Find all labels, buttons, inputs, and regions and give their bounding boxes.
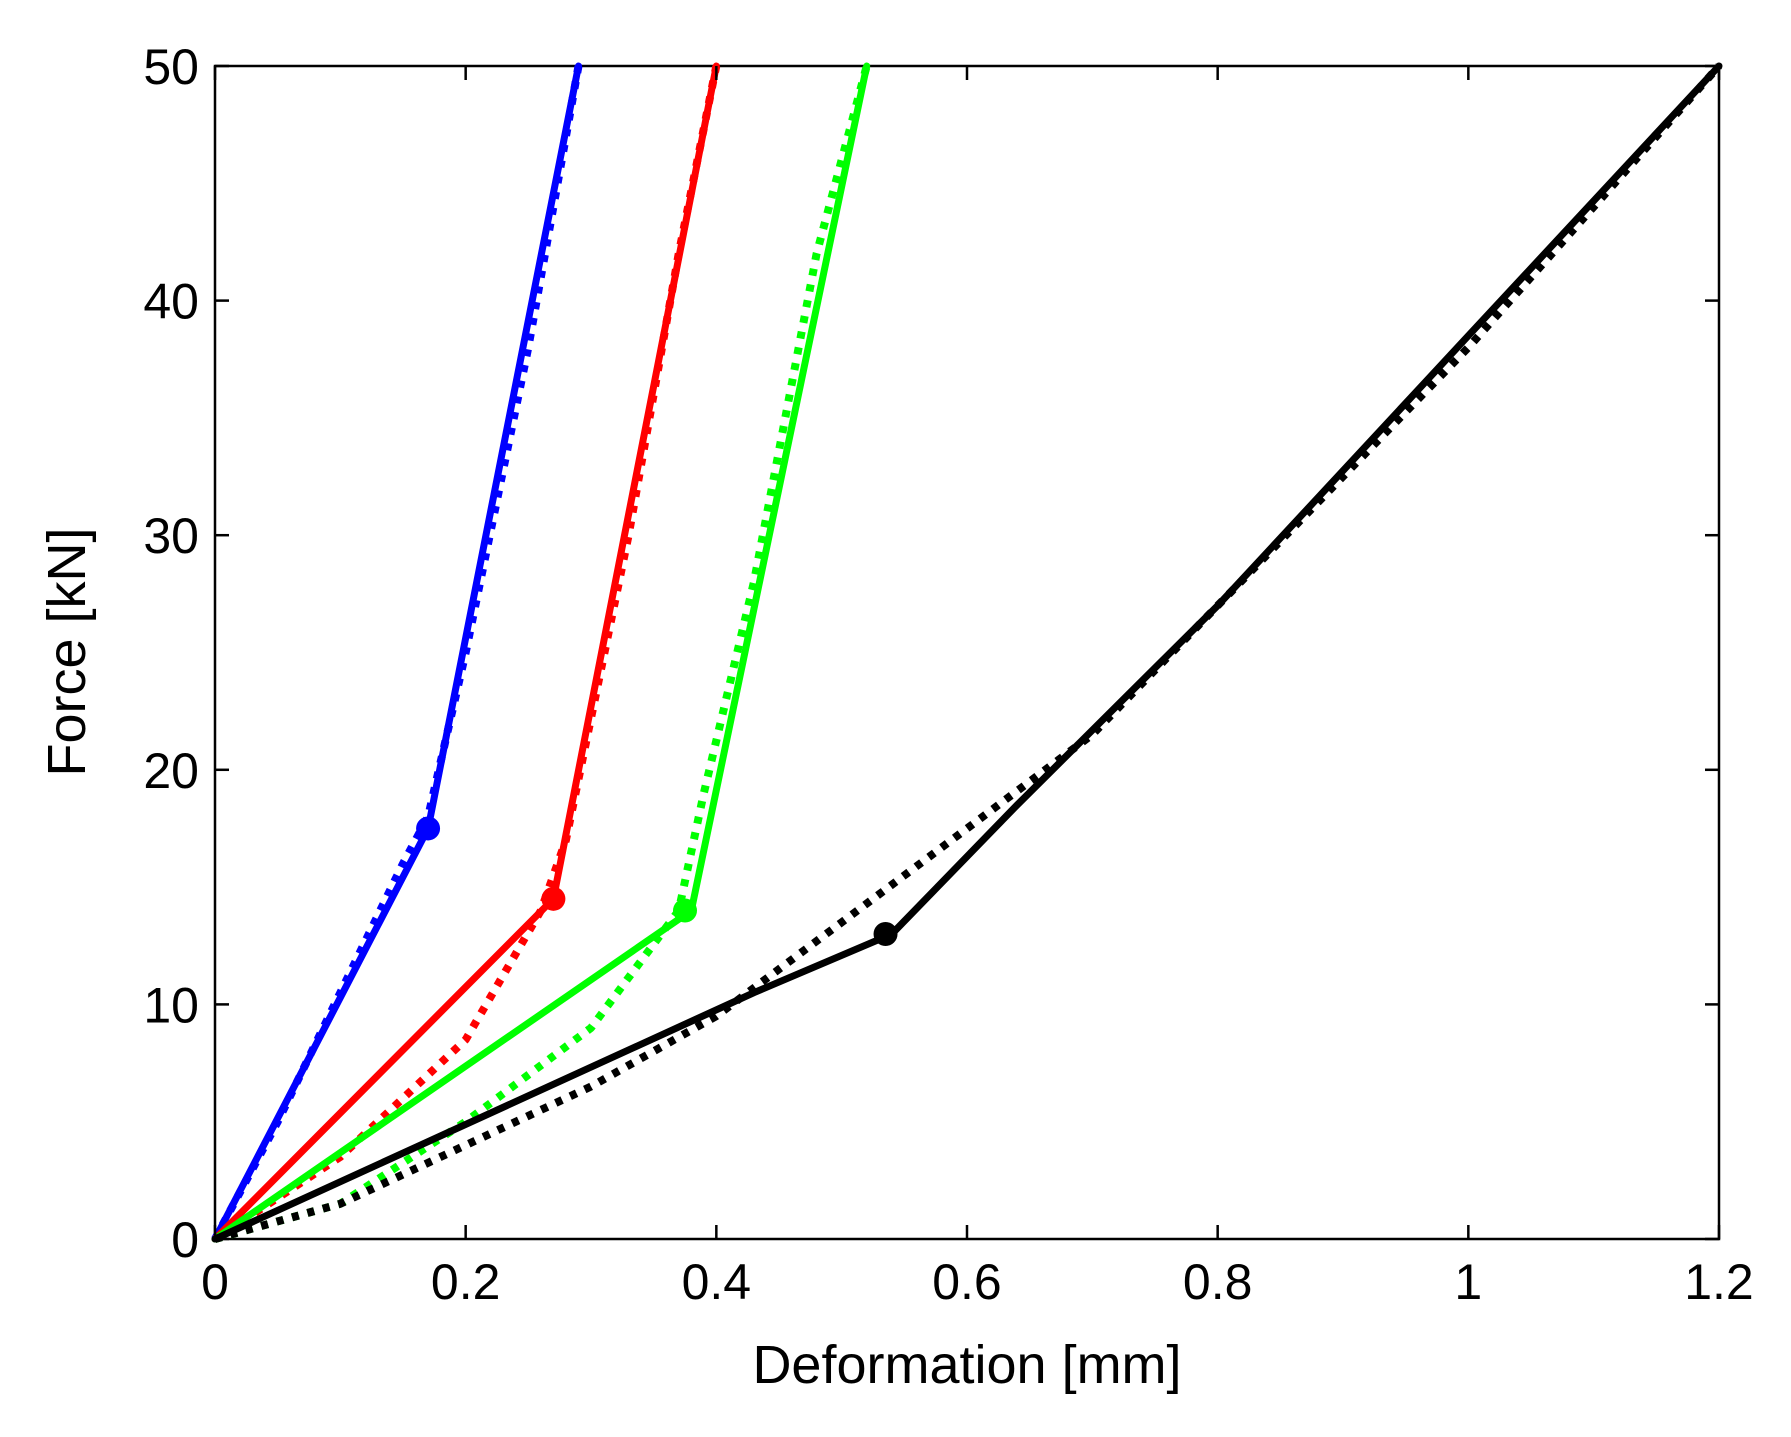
x-tick-label: 0.6 (932, 1254, 1002, 1310)
series-line-green-experiment (213, 64, 871, 1243)
series-line-black-model (211, 62, 1723, 1243)
series-line-blue-model (211, 62, 582, 1243)
x-tick-label: 0 (201, 1254, 229, 1310)
x-tick-label: 0.2 (431, 1254, 501, 1310)
y-tick-label: 30 (143, 508, 199, 564)
tick-layer: 0 0.2 0.4 0.6 0.8 1 1.2 0 10 20 30 40 50 (143, 39, 1753, 1310)
x-axis-label: Deformation [mm] (752, 1335, 1181, 1395)
plot-frame (213, 64, 1721, 1241)
x-tick-label: 1.2 (1684, 1254, 1754, 1310)
series-layer (211, 62, 1723, 1243)
y-axis-label: Force [kN] (37, 527, 97, 776)
y-tick-label: 50 (143, 39, 199, 95)
transition-marker-green (673, 898, 697, 923)
transition-marker-red (541, 886, 566, 911)
y-tick-label: 10 (143, 977, 199, 1033)
x-tick-label: 1 (1454, 1254, 1482, 1310)
y-tick-label: 40 (143, 274, 199, 330)
y-tick-label: 0 (171, 1212, 199, 1268)
series-line-blue-experiment (211, 65, 583, 1241)
series-line-black-experiment (213, 63, 1722, 1243)
y-tick-label: 20 (143, 743, 199, 799)
x-tick-label: 0.8 (1183, 1254, 1253, 1310)
transition-marker-blue (416, 816, 441, 841)
transition-marker-black (873, 922, 898, 947)
marker-layer (416, 816, 898, 947)
x-tick-label: 0.4 (682, 1254, 752, 1310)
